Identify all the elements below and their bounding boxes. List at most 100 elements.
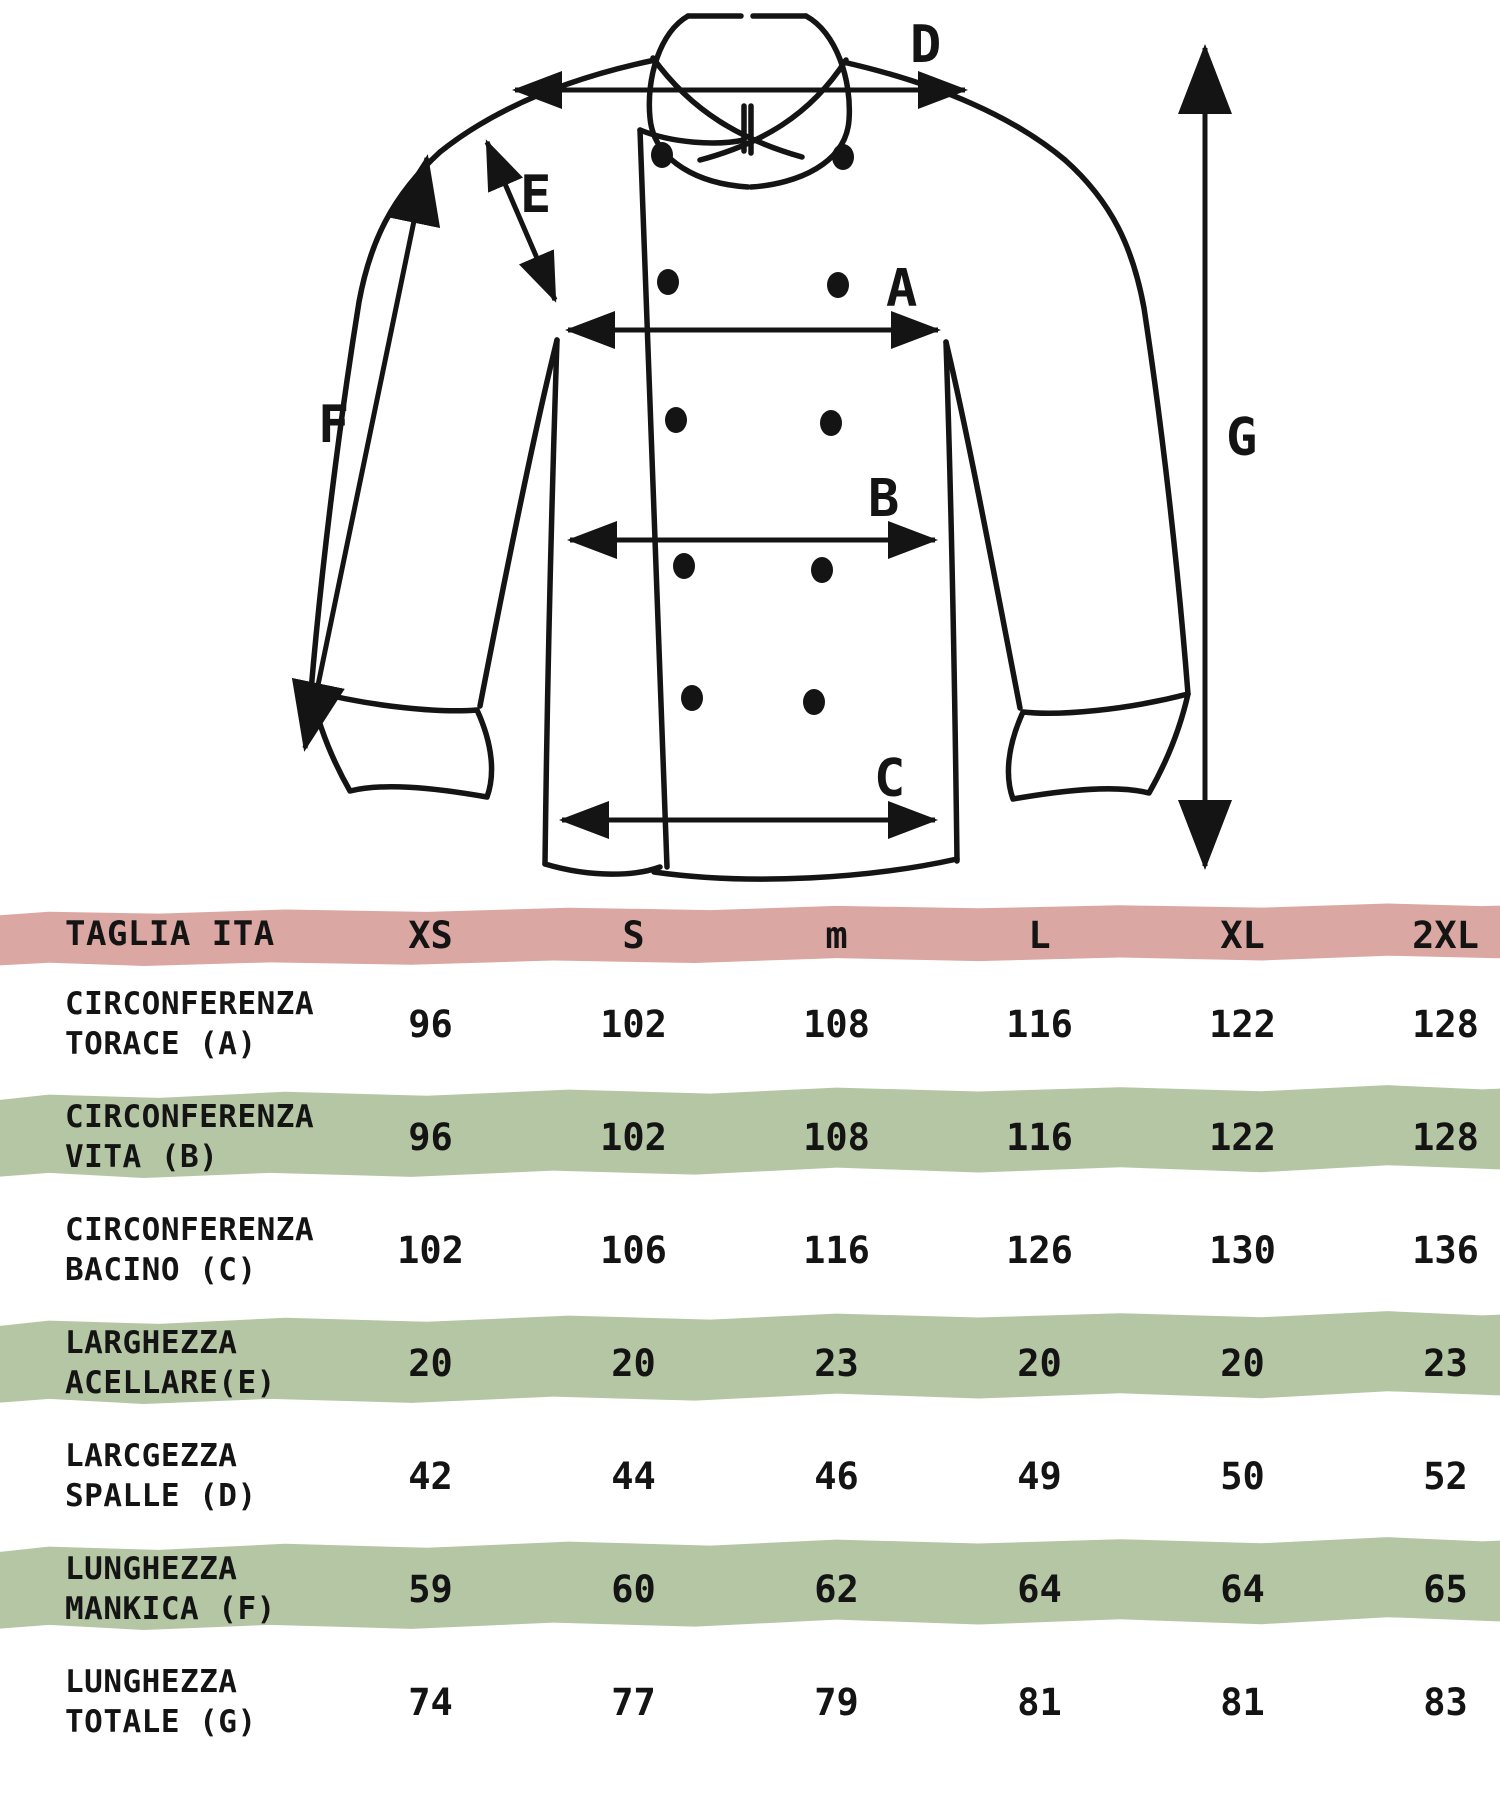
measure-letters: D E A F B G C	[318, 15, 1257, 809]
measurement-value: 64	[1220, 1568, 1265, 1611]
measurement-value: 52	[1423, 1455, 1468, 1498]
measure-label-d: D	[910, 15, 941, 75]
measurement-value: 49	[1017, 1455, 1062, 1498]
jacket-button-dot	[657, 269, 679, 295]
front-top-edge-line	[637, 127, 747, 146]
row-label-line2: ACELLARE(E)	[65, 1364, 276, 1401]
shoulder-right-line	[840, 59, 1068, 163]
row-label-line2: TOTALE (G)	[65, 1703, 257, 1740]
row-label-line1: LARCGEZZA	[65, 1437, 238, 1474]
measure-arrow-f	[291, 154, 441, 752]
size-column-header: XL	[1220, 913, 1265, 957]
measure-arrows	[291, 44, 1232, 870]
jacket-drawing	[308, 13, 1191, 882]
cuff-right	[1005, 691, 1191, 802]
row-label-line2: MANKICA (F)	[65, 1590, 276, 1627]
row-label-line1: CIRCONFERENZA	[65, 1211, 315, 1248]
measurement-value: 96	[408, 1116, 453, 1159]
measurement-value: 62	[814, 1568, 859, 1611]
row-label: CIRCONFERENZA TORACE (A)	[0, 985, 329, 1064]
measurement-value: 108	[803, 1003, 870, 1046]
row-label-line2: SPALLE (D)	[65, 1477, 257, 1514]
row-label: LARGHEZZA ACELLARE(E)	[0, 1324, 329, 1403]
measurement-value: 79	[814, 1681, 859, 1724]
measurement-value: 20	[1220, 1342, 1265, 1385]
collar-outer-right-line	[748, 13, 853, 190]
hem-left-line	[542, 861, 663, 877]
measurement-value: 130	[1209, 1229, 1276, 1272]
measure-label-g: G	[1226, 408, 1257, 468]
row-label-line1: LUNGHEZZA	[65, 1663, 238, 1700]
measure-label-e: E	[520, 165, 551, 225]
size-column-header: L	[1028, 913, 1051, 957]
row-label-line2: BACINO (C)	[65, 1251, 257, 1288]
table-row: LARGHEZZA ACELLARE(E) 20 20 23 20 20 23	[0, 1307, 1500, 1420]
measurement-value: 42	[408, 1455, 453, 1498]
measurement-value: 116	[1006, 1116, 1073, 1159]
measurement-value: 77	[611, 1681, 656, 1724]
measurement-value: 64	[1017, 1568, 1062, 1611]
row-label-line1: LARGHEZZA	[65, 1324, 238, 1361]
table-row: CIRCONFERENZA TORACE (A) 96 102 108 116 122 1…	[0, 968, 1500, 1081]
measure-label-c: C	[874, 749, 905, 809]
measurement-value: 44	[611, 1455, 656, 1498]
collar-outer-left-line	[646, 13, 751, 190]
jacket-button-dot	[673, 553, 695, 579]
measurement-value: 81	[1017, 1681, 1062, 1724]
measurement-value: 83	[1423, 1681, 1468, 1724]
measurement-value: 20	[408, 1342, 453, 1385]
table-row: LARCGEZZA SPALLE (D) 42 44 46 49 50 52	[0, 1420, 1500, 1533]
row-label: CIRCONFERENZA VITA (B)	[0, 1098, 329, 1177]
row-label-line1: CIRCONFERENZA	[65, 1098, 315, 1135]
measurement-value: 128	[1412, 1116, 1479, 1159]
measurement-value: 136	[1412, 1229, 1479, 1272]
measurement-value: 108	[803, 1116, 870, 1159]
sleeve-right-outer-line	[1062, 157, 1191, 697]
row-label: LUNGHEZZA TOTALE (G)	[0, 1663, 329, 1742]
measurement-value: 122	[1209, 1003, 1276, 1046]
jacket-button-dot	[665, 407, 687, 433]
measurement-value: 59	[408, 1568, 453, 1611]
shoulder-left-line	[437, 57, 658, 155]
measurement-value: 20	[611, 1342, 656, 1385]
jacket-button-dot	[820, 410, 842, 436]
jacket-button-dot	[811, 557, 833, 583]
measurement-value: 102	[600, 1116, 667, 1159]
body-right-line	[943, 339, 960, 864]
measure-label-f: F	[318, 395, 349, 455]
row-label-line1: LUNGHEZZA	[65, 1550, 238, 1587]
row-label-line2: VITA (B)	[65, 1138, 219, 1175]
measurement-value: 74	[408, 1681, 453, 1724]
measurement-value: 102	[397, 1229, 464, 1272]
size-column-header: m	[825, 913, 848, 957]
jacket-diagram-svg: D E A F B G C	[291, 13, 1257, 882]
jacket-button-dot	[827, 272, 849, 298]
jacket-measurement-diagram: D E A F B G C	[291, 13, 1257, 882]
measure-label-b: B	[868, 469, 899, 529]
row-label-line1: CIRCONFERENZA	[65, 985, 315, 1022]
row-label-line2: TORACE (A)	[65, 1025, 257, 1062]
hem-right-line	[651, 856, 960, 882]
jacket-button-dot	[651, 142, 673, 168]
row-label: CIRCONFERENZA BACINO (C)	[0, 1211, 329, 1290]
measurement-value: 23	[814, 1342, 859, 1385]
measurement-value: 60	[611, 1568, 656, 1611]
measurement-value: 102	[600, 1003, 667, 1046]
measurement-value: 106	[600, 1229, 667, 1272]
table-row: CIRCONFERENZA VITA (B) 96 102 108 116 122 128	[0, 1081, 1500, 1194]
measurement-value: 128	[1412, 1003, 1479, 1046]
size-column-header: S	[622, 913, 645, 957]
jacket-button-dot	[803, 689, 825, 715]
measure-label-a: A	[886, 259, 917, 319]
measurement-value: 116	[1006, 1003, 1073, 1046]
measure-arrow-e	[484, 139, 558, 303]
size-column-header: 2XL	[1412, 913, 1479, 957]
row-label: LARCGEZZA SPALLE (D)	[0, 1437, 329, 1516]
table-row: CIRCONFERENZA BACINO (C) 102 106 116 126 130…	[0, 1194, 1500, 1307]
cuff-left	[308, 688, 495, 800]
measurement-value: 46	[814, 1455, 859, 1498]
sleeve-left-inner-line	[477, 337, 560, 709]
